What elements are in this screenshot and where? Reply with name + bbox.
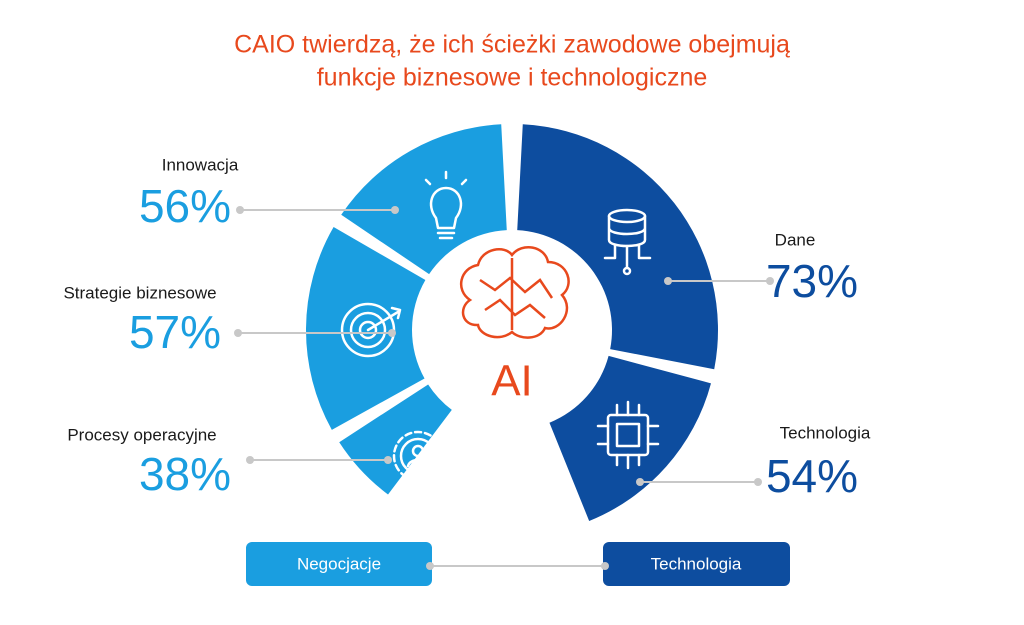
dot	[391, 206, 399, 214]
segment	[339, 384, 452, 495]
dot	[236, 206, 244, 214]
segment-label: Strategie biznesowe	[63, 283, 216, 302]
segment-label: Innowacja	[162, 155, 239, 174]
center-label: AI	[491, 357, 533, 406]
footer-label: Negocjacje	[297, 554, 381, 573]
title-line: CAIO twierdzą, że ich ścieżki zawodowe o…	[234, 31, 790, 59]
dot	[766, 277, 774, 285]
segment-value: 38%	[139, 448, 231, 500]
dot	[426, 562, 434, 570]
dot	[246, 456, 254, 464]
segment-value: 73%	[766, 255, 858, 307]
footer-label: Technologia	[651, 554, 742, 573]
segment-label: Dane	[775, 230, 816, 249]
segment-label: Technologia	[780, 423, 871, 442]
database-icon	[603, 208, 652, 276]
chip-icon	[596, 400, 660, 470]
segment-label: Procesy operacyjne	[67, 425, 216, 444]
gear-icon	[392, 430, 444, 482]
footer-badge	[246, 542, 432, 586]
segment-value: 56%	[139, 180, 231, 232]
segment-value: 54%	[766, 450, 858, 502]
segment	[549, 355, 711, 521]
segment-value: 57%	[129, 306, 221, 358]
dot	[384, 456, 392, 464]
segment	[517, 124, 718, 370]
brain-icon	[459, 246, 570, 339]
segment	[306, 227, 426, 430]
dot	[636, 478, 644, 486]
dot	[388, 329, 396, 337]
dot	[601, 562, 609, 570]
dot	[664, 277, 672, 285]
dot	[234, 329, 242, 337]
ring	[306, 124, 718, 521]
footer-badge	[603, 542, 790, 586]
title-line: funkcje biznesowe i technologiczne	[317, 64, 708, 92]
segment	[341, 124, 507, 275]
dot	[754, 478, 762, 486]
bulb-icon	[424, 170, 468, 240]
